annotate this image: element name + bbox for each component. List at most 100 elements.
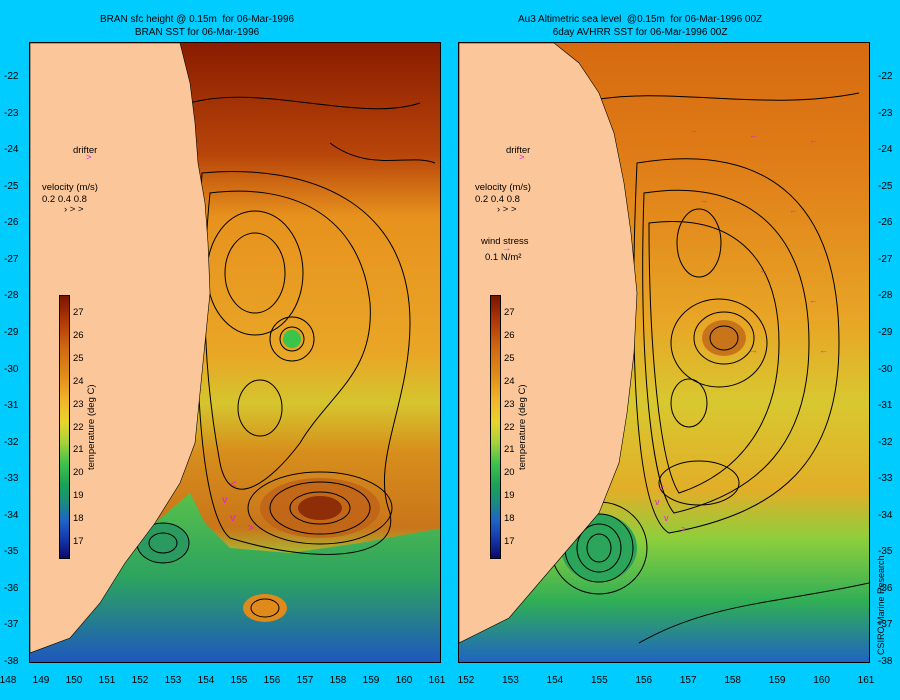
svg-text:v: v bbox=[230, 512, 236, 524]
credit-label: CSIRO Marine Research bbox=[876, 555, 886, 655]
right-title-line1: Au3 Altimetric sea level @0.15m for 06-M… bbox=[518, 14, 763, 25]
ylab-tick: -33 bbox=[878, 473, 893, 485]
ylab-tick: -29 bbox=[878, 326, 893, 338]
ylab-tick: -22 bbox=[4, 71, 19, 82]
cb-tick-tick: 24 bbox=[73, 375, 84, 387]
xlab-tick: 150 bbox=[65, 675, 83, 686]
xlab-tick: 148 bbox=[0, 675, 17, 686]
svg-text:v: v bbox=[222, 494, 228, 506]
ylab-tick: -24 bbox=[878, 144, 893, 156]
ylab-tick: -29 bbox=[4, 326, 19, 338]
svg-text:>: > bbox=[248, 523, 254, 534]
ylab-tick: -38 bbox=[4, 656, 19, 667]
ylab-tick: -34 bbox=[878, 509, 893, 521]
cb-tick-tick: 23 bbox=[73, 398, 84, 410]
xlab-tick: 153 bbox=[164, 675, 182, 686]
xlab-tick: 156 bbox=[263, 675, 281, 686]
right-drifter-label: drifter bbox=[506, 145, 531, 156]
cb-tick-tick: 19 bbox=[504, 490, 515, 502]
green-core bbox=[283, 330, 301, 348]
svg-text:<: < bbox=[230, 479, 236, 491]
right-velocity-arrows-icon: › > > bbox=[497, 204, 517, 215]
left-drifter-arrow-icon: > bbox=[86, 152, 92, 163]
svg-text:>: > bbox=[681, 524, 686, 534]
right-wind-arrow-icon: → bbox=[502, 243, 512, 254]
drifter-arrows: < v v > bbox=[222, 479, 254, 534]
cb-tick-tick: 21 bbox=[504, 444, 515, 456]
left-velocity-arrows-icon: › > > bbox=[64, 204, 84, 215]
ylab-tick: -31 bbox=[4, 400, 19, 412]
left-title-line2: BRAN SST for 06-Mar-1996 bbox=[134, 27, 260, 38]
ylab-tick: -25 bbox=[4, 180, 19, 192]
svg-text:←: ← bbox=[819, 345, 828, 355]
right-wind-label: wind stress bbox=[481, 236, 529, 247]
ylab-tick: -37 bbox=[4, 619, 19, 631]
ylab-tick: -27 bbox=[878, 253, 893, 265]
warm-core bbox=[702, 320, 746, 356]
cb-tick-tick: 20 bbox=[504, 467, 515, 479]
ylab-tick: -35 bbox=[4, 546, 19, 558]
cb-tick-tick: 27 bbox=[504, 307, 515, 318]
xlab-tick: 160 bbox=[395, 675, 413, 686]
svg-text:v: v bbox=[655, 497, 660, 507]
xlab-tick: 155 bbox=[590, 675, 608, 686]
svg-text:→: → bbox=[749, 345, 758, 355]
ylab-tick: -30 bbox=[878, 363, 893, 375]
ylab-tick: -35 bbox=[878, 546, 893, 558]
cb-tick-tick: 24 bbox=[504, 375, 515, 387]
xlab-tick: 160 bbox=[813, 675, 830, 686]
orange-eddy bbox=[243, 594, 287, 622]
cb-tick-tick: 18 bbox=[73, 513, 84, 525]
right-velocity-label: velocity (m/s) bbox=[475, 182, 531, 193]
xlab-tick: 152 bbox=[457, 675, 475, 686]
xlab-tick: 152 bbox=[131, 675, 149, 686]
svg-text:→: → bbox=[689, 125, 698, 135]
left-map-panel: < v v > bbox=[29, 42, 441, 663]
ylab-tick: -34 bbox=[4, 509, 19, 521]
xlab-tick: 159 bbox=[362, 675, 380, 686]
left-colorbar bbox=[59, 295, 70, 559]
xlab-tick: 154 bbox=[197, 675, 215, 686]
xlab-tick: 159 bbox=[768, 675, 786, 686]
ylab-tick: -31 bbox=[878, 400, 893, 412]
ylab-tick: -32 bbox=[4, 436, 19, 448]
right-map-svg: < v v > → ← ← → ← ← ← → ← bbox=[459, 43, 869, 662]
svg-text:←: ← bbox=[759, 265, 768, 275]
left-colorbar-label: temperature (deg C) bbox=[86, 384, 97, 470]
ylab-tick: -23 bbox=[878, 107, 893, 119]
ylab-tick: -22 bbox=[878, 71, 893, 82]
left-velocity-scale: 0.2 0.4 0.8 bbox=[42, 194, 87, 205]
land bbox=[459, 43, 638, 644]
right-wind-scale: 0.1 N/m² bbox=[485, 252, 522, 263]
ylab-tick: -23 bbox=[4, 107, 19, 119]
right-colorbar-label: temperature (deg C) bbox=[517, 384, 528, 470]
cb-tick-tick: 26 bbox=[504, 329, 515, 341]
cool-eddy bbox=[137, 523, 189, 563]
ylab-tick: -28 bbox=[4, 290, 19, 302]
cb-tick-tick: 18 bbox=[504, 513, 515, 525]
cb-tick-tick: 22 bbox=[504, 421, 515, 433]
ylab-tick: -27 bbox=[4, 253, 19, 265]
svg-text:←: ← bbox=[809, 135, 818, 145]
left-title-line1: BRAN sfc height @ 0.15m for 06-Mar-1996 bbox=[100, 14, 295, 25]
land bbox=[30, 43, 211, 654]
cb-tick-tick: 17 bbox=[73, 536, 84, 547]
cb-tick-tick: 25 bbox=[504, 352, 515, 364]
cb-tick-tick: 22 bbox=[73, 421, 84, 433]
right-drifter-arrow-icon: > bbox=[519, 152, 525, 163]
cb-tick-tick: 26 bbox=[73, 329, 84, 341]
svg-text:←: ← bbox=[749, 130, 758, 140]
sea-level-contours bbox=[550, 92, 869, 644]
ylab-tick: -25 bbox=[878, 180, 893, 192]
xlab-tick: 155 bbox=[230, 675, 248, 686]
cb-tick-tick: 21 bbox=[73, 444, 84, 456]
svg-text:←: ← bbox=[809, 295, 818, 305]
xlab-tick: 161 bbox=[428, 675, 446, 686]
xlab-tick: 157 bbox=[296, 675, 314, 686]
wind-arrows: < v v > → ← ← → ← ← ← → ← bbox=[655, 125, 828, 534]
cb-tick-tick: 19 bbox=[73, 490, 84, 502]
left-velocity-label: velocity (m/s) bbox=[42, 182, 98, 193]
right-title-line2: 6day AVHRR SST for 06-Mar-1996 00Z bbox=[552, 27, 728, 38]
svg-text:<: < bbox=[659, 483, 664, 493]
svg-text:←: ← bbox=[789, 205, 798, 215]
